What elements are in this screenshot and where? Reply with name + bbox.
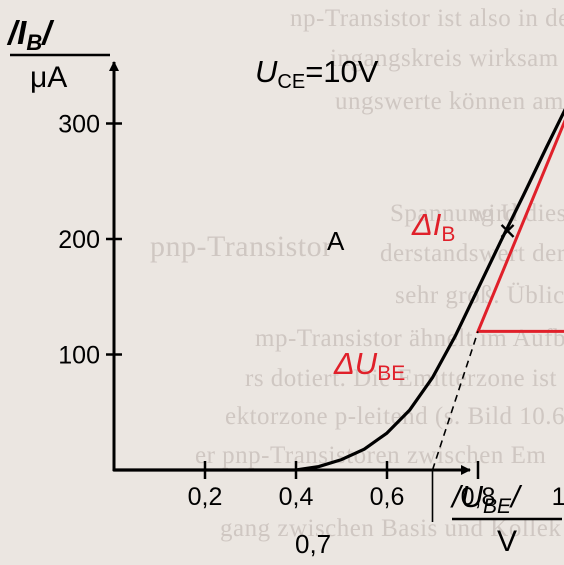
bleed-text-line: wird dieser bbox=[470, 200, 564, 227]
x-tick-label: 0,6 bbox=[370, 483, 405, 511]
slope-triangle-shape bbox=[475, 119, 564, 333]
x-tick-label: 1,0 bbox=[552, 483, 564, 511]
x-intercept-label: 0,7 bbox=[295, 529, 331, 559]
operating-point-marker bbox=[500, 224, 515, 238]
y-axis-label: /IB/ bbox=[6, 14, 55, 55]
x-axis-label: /UBE/ bbox=[450, 479, 523, 518]
tangent-line-group bbox=[431, 331, 479, 522]
bleed-text-line: ingangskreis wirksam werden. bbox=[330, 45, 564, 72]
y-tick-label: 200 bbox=[58, 226, 100, 254]
y-tick-label: 300 bbox=[58, 111, 100, 139]
bleed-text-line: derstandswert der Strecke zwisc bbox=[380, 240, 564, 267]
delta-y-label: ΔIB bbox=[411, 207, 455, 246]
annotations bbox=[500, 224, 515, 238]
bleed-text-line: np-Transistor ist also in der Lage bbox=[290, 5, 564, 32]
tangent-line bbox=[431, 331, 479, 471]
y-tick-label: 100 bbox=[58, 342, 100, 370]
curves bbox=[112, 108, 564, 472]
axis-ticks: 0,2 0,4 0,6 0,8 1,0 100 200 300 bbox=[58, 111, 564, 512]
bleed-text-line: Spannung U bbox=[390, 200, 520, 227]
delta-x-label: ΔUBE bbox=[333, 346, 405, 385]
bleed-text-line: ungswerte können am Ausgang bbox=[335, 88, 564, 115]
x-tick-label: 0,2 bbox=[188, 483, 223, 511]
axes bbox=[109, 61, 471, 475]
y-axis-unit: μA bbox=[30, 61, 67, 94]
x-tick-label: 0,4 bbox=[279, 483, 314, 511]
bleed-text-line: mp-Transistor ähnelt im Aufbau bbox=[255, 325, 564, 352]
curve-label: UCE=10V bbox=[255, 54, 379, 93]
characteristic-curve bbox=[112, 108, 564, 472]
bleed-text-line: rs dotiert. Die Emitterzone ist bbox=[245, 365, 557, 392]
x-axis-unit: V bbox=[497, 525, 517, 558]
operating-point-label: A bbox=[327, 226, 345, 256]
x-tick-label: 0,8 bbox=[461, 483, 496, 511]
slope-triangle bbox=[475, 119, 564, 333]
bleed-text-line: pnp-Transistor bbox=[150, 230, 333, 263]
